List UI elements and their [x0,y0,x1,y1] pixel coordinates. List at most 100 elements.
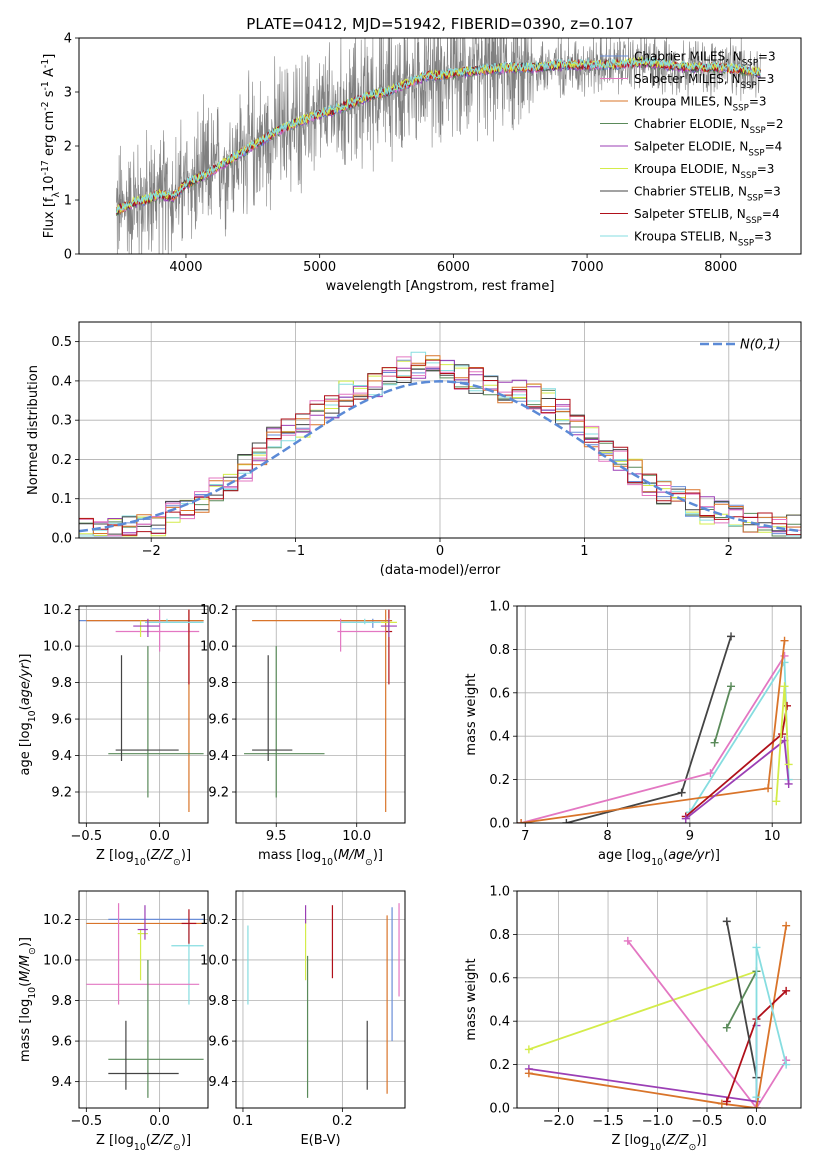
text-run: =4 [762,207,780,221]
y-tick-label: 9.8 [208,994,229,1009]
y-tick-label: 9.4 [208,1075,229,1090]
weight-marker [710,738,719,747]
plot-area [115,38,761,254]
text-run: ⊙ [173,1142,181,1153]
plot-area [524,917,791,1108]
text-run: 10 [649,1142,661,1153]
y-tick-label: 0.4 [489,1015,510,1030]
spectrum-data-line [116,38,761,254]
text-run: =3 [758,50,776,64]
weight-marker [782,986,791,995]
text-run: ( [18,705,33,710]
text-run: 10 [27,710,38,722]
text-run: 10 [134,857,146,868]
y-tick-label: 0.8 [489,643,510,658]
y-axis-label: mass weight [464,958,479,1040]
text-run: Kroupa ELODIE, N [634,162,741,176]
weight-marker [524,1045,533,1054]
text-run: )] [710,848,720,863]
text-run: ( [661,1133,666,1148]
text-run: SSP [746,216,762,226]
y-tick-label: 0.6 [489,686,510,701]
text-run: ⊙ [365,857,373,868]
y-tick-label: 9.2 [208,786,229,801]
x-tick-label: 5000 [303,260,336,275]
y-tick-label: 10.2 [200,913,229,928]
text-run: A [42,68,57,81]
weight-marker [752,1093,761,1102]
weight-marker [524,1069,533,1078]
text-run: ⊙ [689,1142,697,1153]
text-run: )] [18,653,33,663]
x-tick-label: −2 [142,544,161,559]
text-run: )] [181,1133,191,1148]
y-tick-label: 0.8 [489,928,510,943]
text-run: )] [373,848,383,863]
text-run: Normed distribution [26,365,41,495]
y-tick-label: 0.1 [51,492,72,507]
text-run: age [log [598,848,651,863]
y-tick-label: 2 [64,140,72,155]
axes-frame [235,605,406,824]
x-tick-label: 1 [580,544,588,559]
y-tick-label: 1.0 [489,885,510,900]
x-axis-label: E(B-V) [300,1133,340,1148]
y-tick-label: 9.6 [51,713,72,728]
y-axis-label: Normed distribution [26,365,41,495]
text-run: Chabrier ELODIE, N [634,117,750,131]
text-run: mass weight [464,958,479,1040]
text-run: age/yr [668,848,711,863]
y-tick-label: 1 [64,194,72,209]
y-tick-label: 10.2 [43,603,72,618]
text-run: age [log [18,722,33,775]
text-run: =4 [765,140,783,154]
y-tick-label: 9.6 [208,713,229,728]
text-run: age/yr [18,662,33,705]
x-tick-label: 7000 [571,260,604,275]
text-run: Salpeter STELIB, N [634,207,746,221]
y-tick-label: 0.2 [489,773,510,788]
weight-marker [772,797,781,806]
y-tick-label: 9.4 [51,749,72,764]
y-tick-label: 0.4 [489,730,510,745]
x-tick-label: 0.0 [746,1114,767,1129]
legend-label-3: Chabrier ELODIE, NSSP=2 [634,117,783,136]
weight-marker [780,636,789,645]
x-tick-label: −0.5 [691,1114,723,1129]
text-run: Kroupa STELIB, N [634,230,738,244]
y-tick-label: 10.0 [200,953,229,968]
y-tick-label: 4 [64,32,72,47]
text-run: )] [696,1133,706,1148]
weight-line-3 [713,686,732,743]
text-run: SSP [738,239,754,249]
x-tick-label: 8000 [704,260,737,275]
y-tick-label: 0.2 [489,1058,510,1073]
text-run: Z/Z [150,848,174,863]
text-run: )] [18,937,33,947]
weight-marker [782,1060,791,1069]
y-tick-label: 10.0 [43,640,72,655]
text-run: =3 [757,162,775,176]
legend-label-0: Chabrier MILES, NSSP=3 [634,50,776,69]
text-run: Z [log [96,1133,134,1148]
y-tick-label: 10.0 [43,953,72,968]
x-axis-label: age [log10(age/yr)] [598,848,720,868]
x-axis-label: wavelength [Angstrom, rest frame] [326,279,555,294]
weight-line-5 [528,970,757,1051]
y-tick-label: 9.6 [208,1035,229,1050]
weight-marker [677,788,686,797]
x-tick-label: −2.0 [543,1114,575,1129]
hist-step-7 [79,359,801,538]
text-run: =3 [763,185,781,199]
x-tick-label: 2 [725,544,733,559]
plot-area [79,351,801,538]
weight-marker [722,917,731,926]
weight-marker [780,682,789,691]
x-tick-label: 0 [436,544,444,559]
text-run: erg cm [42,111,57,160]
weight-marker [784,779,793,788]
text-run: SSP [741,171,757,181]
text-run: (data-model)/error [380,563,501,578]
x-tick-label: −1.5 [592,1114,624,1129]
